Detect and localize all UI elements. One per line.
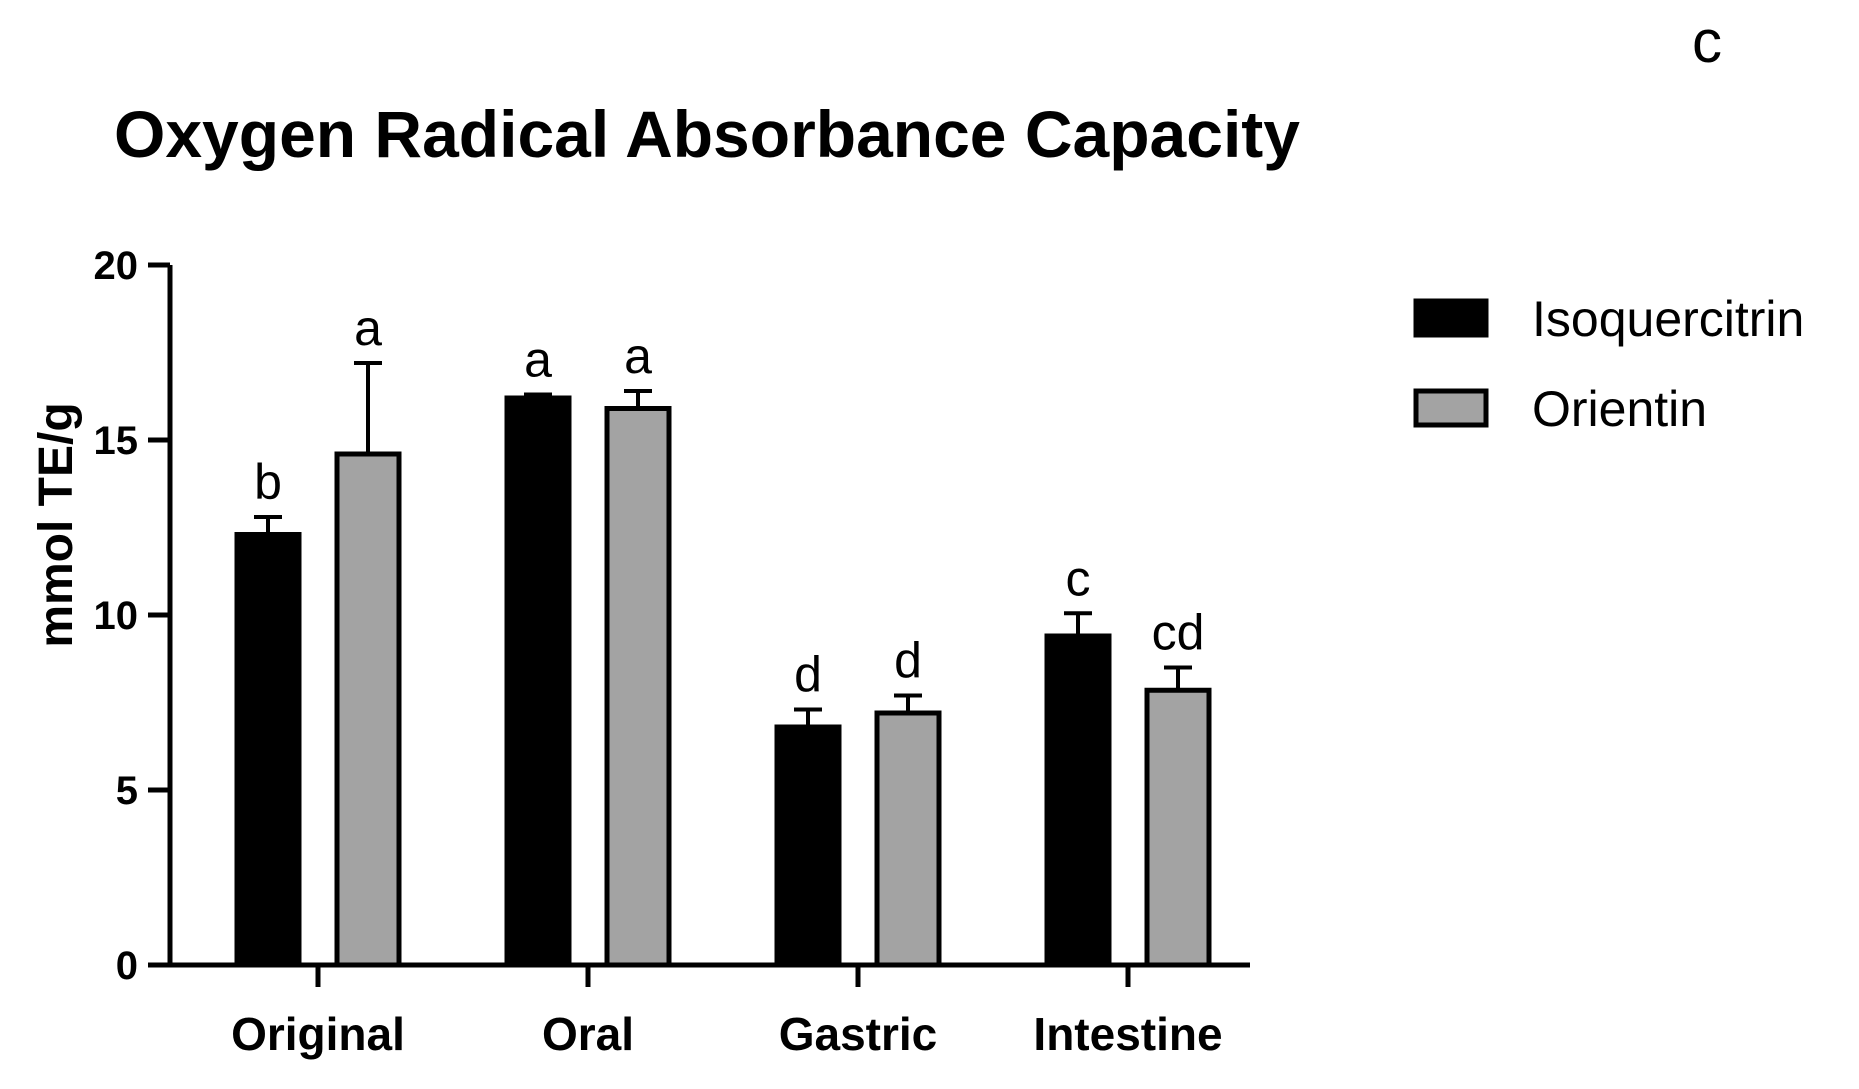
y-tick-label: 0 <box>116 944 138 988</box>
legend-label: Isoquercitrin <box>1532 291 1804 347</box>
bar-isoquercitrin <box>1044 633 1112 968</box>
x-tick-label: Oral <box>542 1008 634 1060</box>
significance-label: a <box>354 300 382 356</box>
significance-label: d <box>794 647 822 703</box>
significance-label: a <box>624 328 652 384</box>
significance-label: d <box>894 633 922 689</box>
y-tick-label: 5 <box>116 769 138 813</box>
y-axis-label: mmol TE/g <box>30 402 83 647</box>
bar-orientin <box>334 451 402 968</box>
x-tick-label: Original <box>231 1008 405 1060</box>
plot-area: 0 5 10 15 20 Original Oral Gastric Intestine b a d c… <box>94 244 1250 1060</box>
y-tick-label: 20 <box>94 244 139 288</box>
legend-label: Orientin <box>1532 381 1707 437</box>
legend: Isoquercitrin Orientin <box>1413 291 1804 437</box>
x-tick-label: Gastric <box>779 1008 938 1060</box>
y-tick-label: 10 <box>94 594 139 638</box>
significance-label: cd <box>1152 605 1205 661</box>
bar-orientin <box>874 710 942 968</box>
bar-isoquercitrin <box>774 724 842 968</box>
legend-swatch-orientin <box>1413 388 1489 428</box>
bar-orientin <box>1144 687 1212 968</box>
significance-label: b <box>254 454 282 510</box>
significance-label: a <box>524 332 552 388</box>
panel-label: c <box>1692 8 1722 75</box>
y-tick-label: 15 <box>94 419 139 463</box>
bar-isoquercitrin <box>504 395 572 968</box>
significance-label: c <box>1066 550 1091 606</box>
legend-swatch-isoquercitrin <box>1413 298 1489 338</box>
x-tick-label: Intestine <box>1033 1008 1222 1060</box>
bar-isoquercitrin <box>234 532 302 968</box>
chart-title: Oxygen Radical Absorbance Capacity <box>114 97 1300 171</box>
bar-orientin <box>604 406 672 968</box>
